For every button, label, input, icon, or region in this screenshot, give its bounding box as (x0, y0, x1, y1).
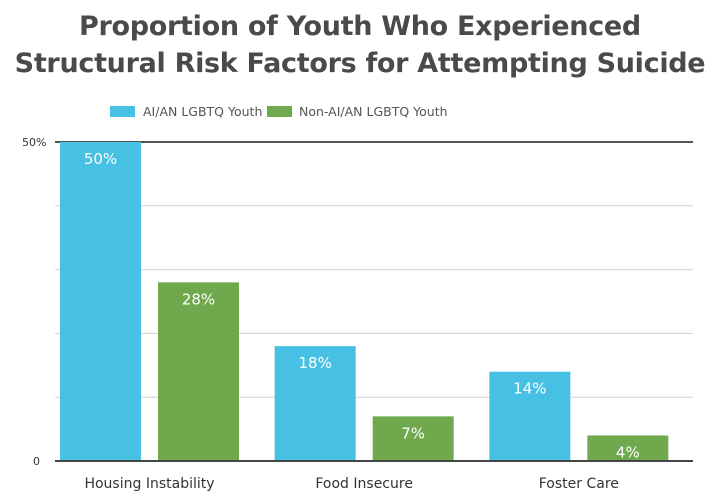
data-label: 7% (401, 424, 425, 442)
legend-label: Non-AI/AN LGBTQ Youth (299, 104, 448, 119)
legend-swatch (110, 106, 135, 117)
y-tick-label: 0 (33, 455, 40, 468)
legend-swatch (267, 106, 292, 117)
data-label: 4% (616, 443, 640, 461)
bar (274, 346, 356, 461)
x-tick-label: Foster Care (539, 476, 619, 492)
chart-title: Proportion of Youth Who Experienced Stru… (14, 11, 706, 79)
data-label: 14% (513, 380, 546, 398)
legend-label: AI/AN LGBTQ Youth (143, 104, 262, 119)
bar (489, 371, 571, 461)
bar (372, 416, 454, 461)
data-label: 18% (298, 354, 331, 372)
x-tick-label: Housing Instability (84, 476, 214, 492)
data-label: 50% (84, 150, 117, 168)
x-tick-label: Food Insecure (315, 476, 413, 492)
bar (587, 435, 669, 461)
data-label: 28% (182, 290, 215, 308)
bar (158, 282, 239, 461)
y-tick-label: 50% (22, 136, 46, 149)
bar (60, 142, 141, 461)
